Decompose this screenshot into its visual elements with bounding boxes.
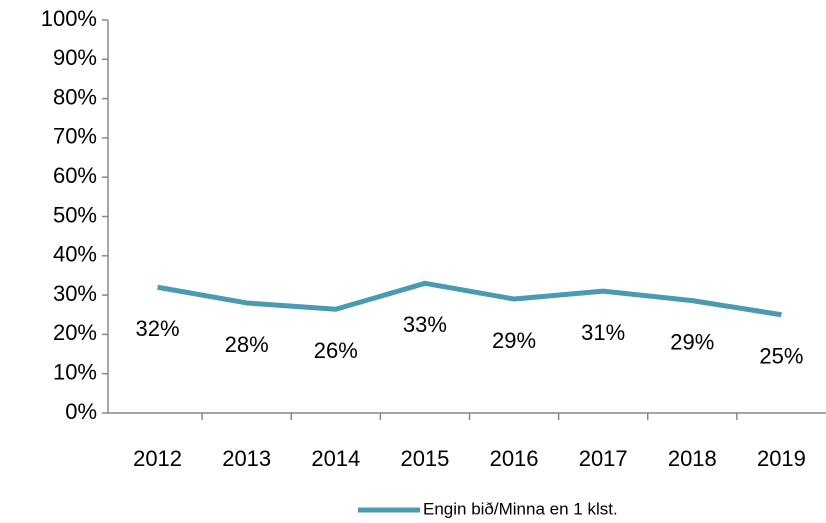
y-tick-label: 0% <box>65 399 97 424</box>
data-line <box>157 280 782 318</box>
x-tick-label: 2017 <box>579 446 628 471</box>
data-label: 31% <box>581 320 625 345</box>
data-label: 32% <box>136 316 180 341</box>
x-tick-label: 2015 <box>400 446 449 471</box>
y-tick-label: 90% <box>53 45 97 70</box>
data-label: 25% <box>759 344 803 369</box>
y-tick-label: 30% <box>53 281 97 306</box>
x-tick-label: 2018 <box>668 446 717 471</box>
y-tick-label: 100% <box>41 6 97 31</box>
y-tick-label: 50% <box>53 202 97 227</box>
data-label: 26% <box>314 338 358 363</box>
x-tick-label: 2012 <box>133 446 182 471</box>
y-tick-label: 80% <box>53 84 97 109</box>
y-tick-label: 20% <box>53 320 97 345</box>
x-tick-label: 2019 <box>757 446 806 471</box>
x-tick-label: 2013 <box>222 446 271 471</box>
x-tick-label: 2014 <box>311 446 360 471</box>
y-tick-label: 40% <box>53 242 97 267</box>
data-label: 29% <box>670 329 714 354</box>
y-tick-label: 70% <box>53 124 97 149</box>
legend-label: Engin bið/Minna en 1 klst. <box>423 499 618 518</box>
y-tick-label: 60% <box>53 163 97 188</box>
data-label: 33% <box>403 312 447 337</box>
data-label: 29% <box>492 328 536 353</box>
x-tick-label: 2016 <box>490 446 539 471</box>
y-tick-label: 10% <box>53 360 97 385</box>
data-label: 28% <box>225 332 269 357</box>
